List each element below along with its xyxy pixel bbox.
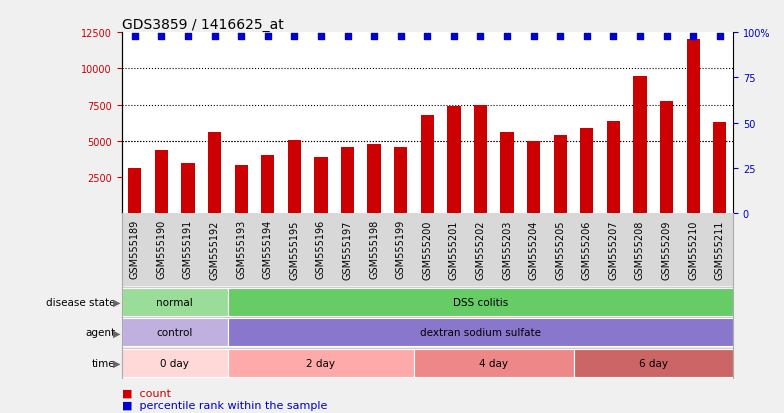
Text: GSM555195: GSM555195 <box>289 220 299 279</box>
Bar <box>341 147 354 214</box>
Text: ▶: ▶ <box>113 358 120 368</box>
Bar <box>228 318 733 347</box>
Bar <box>447 107 460 214</box>
Point <box>288 33 300 40</box>
Point <box>474 33 487 40</box>
Bar <box>228 288 733 316</box>
Point <box>155 33 168 40</box>
Text: GSM555209: GSM555209 <box>662 220 672 279</box>
Text: 0 day: 0 day <box>160 358 189 368</box>
Bar <box>414 349 574 377</box>
Text: time: time <box>92 358 115 368</box>
Bar <box>122 288 228 316</box>
Text: ▶: ▶ <box>113 297 120 307</box>
Bar <box>128 169 141 214</box>
Text: GSM555204: GSM555204 <box>528 220 539 279</box>
Bar <box>500 133 514 214</box>
Text: GSM555197: GSM555197 <box>343 220 353 279</box>
Bar <box>122 318 228 347</box>
Text: GSM555191: GSM555191 <box>183 220 193 279</box>
Text: 4 day: 4 day <box>479 358 508 368</box>
Point <box>129 33 141 40</box>
Text: GSM555206: GSM555206 <box>582 220 592 279</box>
Bar <box>633 76 647 214</box>
Bar <box>574 349 733 377</box>
Point <box>501 33 514 40</box>
Text: ■  count: ■ count <box>122 387 170 397</box>
Bar <box>554 136 567 214</box>
Bar <box>421 116 434 214</box>
Text: agent: agent <box>85 328 115 337</box>
Point <box>341 33 354 40</box>
Point <box>262 33 274 40</box>
Point <box>633 33 646 40</box>
Text: normal: normal <box>156 297 193 307</box>
Text: GSM555200: GSM555200 <box>423 220 432 279</box>
Text: GSM555207: GSM555207 <box>608 220 619 279</box>
Point <box>314 33 327 40</box>
Bar <box>394 147 408 214</box>
Point <box>421 33 434 40</box>
Text: GSM555211: GSM555211 <box>715 220 724 279</box>
Bar <box>474 105 487 214</box>
Text: GDS3859 / 1416625_at: GDS3859 / 1416625_at <box>122 18 283 32</box>
Point <box>394 33 407 40</box>
Text: GSM555194: GSM555194 <box>263 220 273 279</box>
Text: GSM555208: GSM555208 <box>635 220 645 279</box>
Point <box>607 33 619 40</box>
Bar <box>234 166 248 214</box>
Text: DSS colitis: DSS colitis <box>453 297 508 307</box>
Text: GSM555193: GSM555193 <box>236 220 246 279</box>
Point <box>713 33 726 40</box>
Point <box>580 33 593 40</box>
Text: 6 day: 6 day <box>639 358 668 368</box>
Text: GSM555205: GSM555205 <box>555 220 565 279</box>
Point <box>368 33 380 40</box>
Bar <box>314 157 328 214</box>
Bar <box>368 145 381 214</box>
Point <box>660 33 673 40</box>
Text: GSM555190: GSM555190 <box>156 220 166 279</box>
Bar <box>607 121 620 214</box>
Text: GSM555196: GSM555196 <box>316 220 326 279</box>
Bar <box>208 133 221 214</box>
Bar <box>660 102 673 214</box>
Point <box>528 33 540 40</box>
Bar <box>228 349 414 377</box>
Text: GSM555210: GSM555210 <box>688 220 699 279</box>
Bar <box>580 128 593 214</box>
Point <box>209 33 221 40</box>
Text: ■  percentile rank within the sample: ■ percentile rank within the sample <box>122 400 327 410</box>
Bar <box>261 156 274 214</box>
Text: GSM555201: GSM555201 <box>449 220 459 279</box>
Text: control: control <box>157 328 193 337</box>
Bar <box>122 349 228 377</box>
Point <box>448 33 460 40</box>
Point <box>554 33 567 40</box>
Point <box>182 33 194 40</box>
Text: GSM555202: GSM555202 <box>475 220 485 279</box>
Text: GSM555199: GSM555199 <box>396 220 405 279</box>
Bar <box>181 163 194 214</box>
Text: GSM555198: GSM555198 <box>369 220 379 279</box>
Bar <box>288 141 301 214</box>
Text: GSM555203: GSM555203 <box>502 220 512 279</box>
Text: GSM555189: GSM555189 <box>130 220 140 279</box>
Text: 2 day: 2 day <box>307 358 336 368</box>
Text: dextran sodium sulfate: dextran sodium sulfate <box>420 328 541 337</box>
Text: GSM555192: GSM555192 <box>209 220 220 279</box>
Text: disease state: disease state <box>46 297 115 307</box>
Bar <box>713 123 727 214</box>
Text: ▶: ▶ <box>113 328 120 337</box>
Bar <box>154 151 168 214</box>
Bar <box>527 142 540 214</box>
Point <box>235 33 248 40</box>
Point <box>687 33 699 40</box>
Bar <box>687 40 700 214</box>
